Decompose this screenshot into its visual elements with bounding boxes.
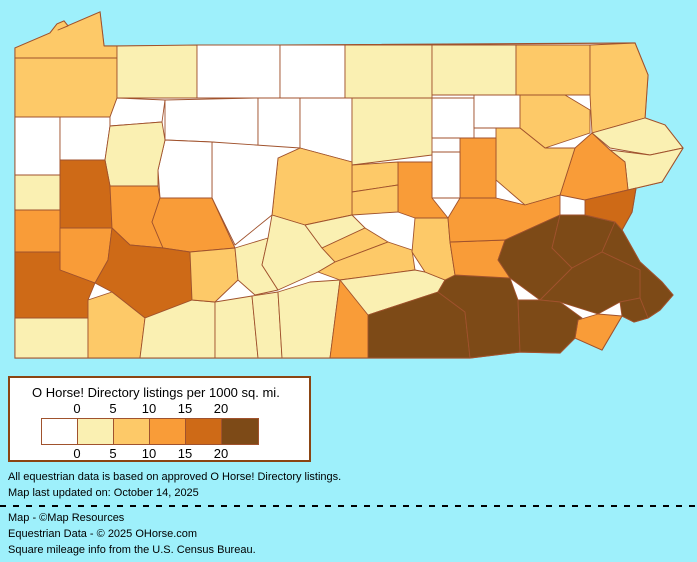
legend-title: O Horse! Directory listings per 1000 sq.… <box>32 385 280 400</box>
county-lawrence <box>14 174 61 211</box>
dashed-separator <box>0 505 697 507</box>
county-montour <box>431 151 461 199</box>
county-northampton <box>584 187 637 231</box>
county-clarion <box>104 121 166 187</box>
legend-tick-label: 5 <box>109 446 117 461</box>
county-schuylkill <box>447 194 561 243</box>
pa-county-map-svg <box>14 11 684 359</box>
legend-ticks-bottom: 0 5 10 15 20 <box>10 446 309 461</box>
legend-tick-label: 0 <box>73 401 81 416</box>
county-susquehanna <box>515 44 591 96</box>
county-columbia <box>459 137 497 199</box>
footer-updated-note: Map last updated on: October 14, 2025 <box>8 487 199 499</box>
county-carbon <box>559 132 629 201</box>
county-delaware <box>574 313 623 351</box>
legend-box: O Horse! Directory listings per 1000 sq.… <box>8 376 311 462</box>
county-chester <box>517 299 583 354</box>
county-cambria <box>189 247 239 303</box>
legend-tick-label: 10 <box>141 401 157 416</box>
pa-county-map <box>14 11 684 359</box>
legend-swatch-0 <box>42 419 78 444</box>
county-philadelphia <box>619 297 649 323</box>
county-beaver <box>14 209 61 253</box>
county-greene <box>14 317 89 359</box>
legend-swatch-1 <box>78 419 114 444</box>
county-tioga <box>344 44 433 99</box>
legend-tick-label: 20 <box>213 401 229 416</box>
legend-tick-label: 0 <box>73 446 81 461</box>
legend-tick-label: 15 <box>177 401 193 416</box>
footer-map-credit: Map - ©Map Resources <box>8 512 125 524</box>
legend-swatch-5 <box>222 419 258 444</box>
county-lycoming <box>351 97 433 166</box>
legend-swatch-bar <box>41 418 259 445</box>
county-butler <box>59 159 113 229</box>
legend-tick-label: 10 <box>141 446 157 461</box>
county-warren <box>116 44 198 99</box>
legend-tick-label: 20 <box>213 446 229 461</box>
footer-data-note: All equestrian data is based on approved… <box>8 471 342 483</box>
county-mercer <box>14 116 61 176</box>
legend-tick-label: 15 <box>177 446 193 461</box>
legend-swatch-4 <box>186 419 222 444</box>
county-mckean <box>196 44 281 99</box>
footer-census-credit: Square mileage info from the U.S. Census… <box>8 544 256 556</box>
county-erie <box>14 11 118 59</box>
county-cameron <box>257 97 301 149</box>
legend-swatch-2 <box>114 419 150 444</box>
county-crawford <box>14 57 118 118</box>
county-centre <box>271 147 353 226</box>
footer-data-credit: Equestrian Data - © 2025 OHorse.com <box>8 528 198 540</box>
county-jefferson <box>157 139 213 199</box>
legend-ticks-top: 0 5 10 15 20 <box>10 401 309 416</box>
county-forest <box>109 97 166 127</box>
county-luzerne <box>495 127 576 206</box>
legend-tick-label: 5 <box>109 401 117 416</box>
county-bedford <box>214 295 259 359</box>
legend-swatch-3 <box>150 419 186 444</box>
county-bradford <box>431 44 517 96</box>
county-franklin <box>277 279 341 359</box>
county-wyoming <box>473 94 521 129</box>
county-potter <box>279 44 346 99</box>
county-sullivan <box>431 97 475 139</box>
county-venango <box>59 116 111 161</box>
